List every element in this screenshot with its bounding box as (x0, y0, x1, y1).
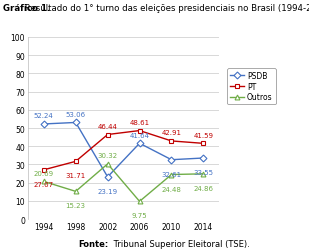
PT (170, 140, 173, 143)
Text: 24.86: 24.86 (193, 185, 214, 191)
Outros (74, 190, 78, 193)
Text: 27.07: 27.07 (34, 181, 54, 187)
Text: 31.71: 31.71 (66, 173, 86, 179)
Line: PSDB: PSDB (41, 120, 206, 180)
PT (201, 142, 205, 145)
PT (74, 160, 78, 163)
Text: Tribunal Superior Eleitoral (TSE).: Tribunal Superior Eleitoral (TSE). (111, 239, 250, 248)
Line: Outros: Outros (41, 162, 206, 204)
Text: 9.75: 9.75 (132, 213, 147, 218)
Text: Gráfico 1.: Gráfico 1. (3, 4, 50, 13)
Text: 41.64: 41.64 (129, 132, 150, 138)
Text: 24.48: 24.48 (162, 186, 181, 192)
PSDB (201, 157, 205, 160)
PSDB (170, 159, 173, 162)
Text: 53.06: 53.06 (66, 111, 86, 117)
Text: 20.69: 20.69 (34, 170, 54, 176)
Outros (138, 200, 142, 203)
PT (42, 169, 46, 172)
PSDB (138, 142, 142, 145)
PT (138, 130, 142, 133)
Line: PT: PT (41, 129, 206, 173)
Outros (170, 173, 173, 176)
Text: 30.32: 30.32 (98, 153, 118, 159)
Text: Fonte:: Fonte: (78, 239, 108, 248)
Legend: PSDB, PT, Outros: PSDB, PT, Outros (227, 69, 276, 105)
Outros (42, 180, 46, 183)
PSDB (42, 123, 46, 126)
Text: 23.19: 23.19 (98, 188, 118, 194)
Text: 41.59: 41.59 (193, 132, 214, 138)
Text: 52.24: 52.24 (34, 113, 54, 119)
Outros (201, 173, 205, 176)
PSDB (74, 121, 78, 124)
Text: Resultado do 1° turno das eleições presidenciais no Brasil (1994-2014): Resultado do 1° turno das eleições presi… (22, 4, 309, 13)
Text: 48.61: 48.61 (129, 119, 150, 125)
PT (106, 134, 109, 137)
Text: 46.44: 46.44 (98, 123, 117, 130)
Outros (106, 163, 109, 166)
Text: 33.55: 33.55 (193, 169, 214, 175)
PSDB (106, 176, 109, 179)
Text: 42.91: 42.91 (162, 130, 181, 136)
Text: 15.23: 15.23 (66, 203, 86, 209)
Text: 32.61: 32.61 (161, 171, 182, 177)
